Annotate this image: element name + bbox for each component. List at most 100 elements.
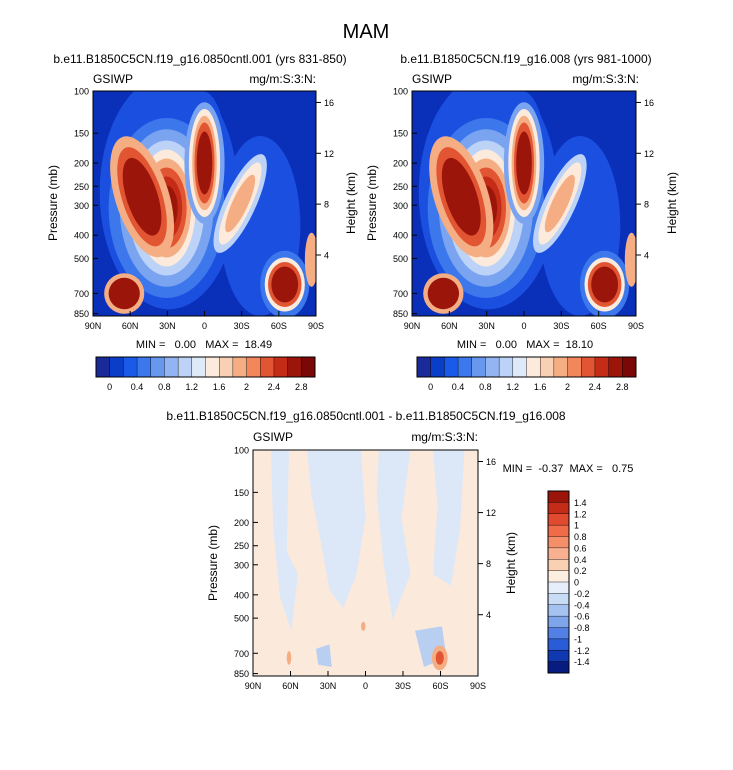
colorbar-swatch: [547, 615, 570, 629]
colorbar-swatch: [232, 356, 248, 378]
panel-1-colorbar: 0 0.4 0.8 1.2 1.6 2 2.4 2.8: [95, 356, 316, 392]
panel-3-left-string: GSIWP: [253, 430, 293, 444]
y-tick-label: 150: [234, 488, 249, 498]
colorbar-swatch: [547, 490, 570, 503]
x-tick-label: 60S: [432, 681, 448, 691]
colorbar-label: 2.4: [589, 382, 602, 392]
panel-3-colorbar: 1.41.2 10.80.6 0.40.2 0-0.2-0.4 -0.6-0.8-1 -1…: [547, 490, 590, 674]
height-tick-label: 8: [486, 559, 491, 569]
colorbar-swatch: [622, 356, 637, 378]
colorbar-label: 0.8: [158, 382, 171, 392]
height-tick-label: 4: [324, 250, 329, 260]
x-tick-label: 30S: [553, 321, 569, 331]
colorbar-swatch: [547, 536, 570, 549]
colorbar-swatch: [485, 356, 500, 378]
colorbar-swatch: [547, 627, 570, 640]
x-tick-label: 60N: [122, 321, 139, 331]
colorbar-label: 0: [107, 382, 112, 392]
y-tick-label: 100: [234, 446, 249, 456]
y-tick-label: 300: [393, 201, 408, 211]
x-tick-label: 60S: [271, 321, 287, 331]
panel-3-title: b.e11.B1850C5CN.f19_g16.0850cntl.001 - b…: [166, 409, 566, 423]
x-tick-label: 90N: [404, 321, 421, 331]
panel-1-y-axis: 100 150 200 250 300 400 500 700 850: [74, 87, 98, 319]
colorbar-label: 1.2: [507, 382, 520, 392]
panel-2-y-axis: 100 150 200 250 300 400 500 700 850: [393, 87, 417, 319]
colorbar-label: 0.4: [574, 555, 587, 565]
y-tick-label: 850: [234, 669, 249, 679]
colorbar-label: -1.4: [574, 657, 590, 667]
colorbar-swatch: [547, 547, 570, 560]
x-tick-label: 60S: [591, 321, 607, 331]
colorbar-swatch: [471, 356, 486, 378]
colorbar-label: 2: [565, 382, 570, 392]
page-title: MAM: [343, 21, 390, 43]
colorbar-swatch: [547, 650, 570, 663]
panel-3-ylabel: Pressure (mb): [206, 525, 220, 601]
colorbar-label: -1: [574, 634, 582, 644]
panel-3-field: [253, 450, 478, 676]
colorbar-label: 0.4: [131, 382, 144, 392]
panel-1-left-string: GSIWP: [93, 72, 133, 86]
colorbar-swatch: [136, 356, 152, 378]
colorbar-label: -0.2: [574, 589, 590, 599]
colorbar-swatch: [430, 356, 445, 378]
colorbar-swatch: [547, 502, 570, 515]
panel-2: b.e11.B1850C5CN.f19_g16.008 (yrs 981-100…: [365, 52, 679, 392]
colorbar-label: 0.8: [479, 382, 492, 392]
colorbar-label: 0.4: [452, 382, 465, 392]
colorbar-frame: [416, 356, 637, 378]
colorbar-label: -0.8: [574, 623, 590, 633]
colorbar-swatch: [273, 356, 289, 378]
colorbar-label: 2.8: [616, 382, 629, 392]
y-tick-label: 250: [74, 182, 89, 192]
colorbar-frame: [95, 356, 316, 378]
x-tick-label: 30N: [159, 321, 176, 331]
x-tick-label: 0: [363, 681, 368, 691]
colorbar-swatch: [553, 356, 569, 378]
x-tick-label: 30S: [234, 321, 250, 331]
panel-1: b.e11.B1850C5CN.f19_g16.0850cntl.001 (yr…: [46, 52, 358, 392]
colorbar-swatch: [547, 638, 570, 651]
colorbar-label: -0.4: [574, 600, 590, 610]
colorbar-swatch: [547, 593, 570, 606]
colorbar-swatch: [301, 356, 316, 378]
y-tick-label: 200: [74, 159, 89, 169]
y-tick-label: 500: [74, 254, 89, 264]
colorbar-label: 0.2: [574, 566, 587, 576]
colorbar-label: 1.6: [213, 382, 226, 392]
y-tick-label: 200: [393, 159, 408, 169]
panel-1-field: [93, 91, 316, 316]
colorbar-swatch: [547, 570, 570, 583]
colorbar-swatch: [416, 356, 432, 378]
x-tick-label: 90S: [308, 321, 324, 331]
panel-3-y-axis: 100 150 200 250 300 400 500 700 850: [234, 446, 258, 679]
colorbar-label: 1.4: [574, 498, 587, 508]
x-tick-label: 30S: [395, 681, 411, 691]
colorbar-swatch: [109, 356, 124, 378]
colorbar-label: 2.4: [268, 382, 281, 392]
panel-2-min-max: MIN = 0.00 MAX = 18.10: [457, 339, 593, 351]
colorbar-swatch: [498, 356, 514, 378]
colorbar-swatch: [457, 356, 473, 378]
height-tick-label: 12: [324, 149, 334, 159]
y-tick-label: 850: [393, 309, 408, 319]
panel-2-ylabel: Pressure (mb): [365, 165, 379, 241]
colorbar-label: 1: [574, 521, 579, 531]
y-tick-label: 500: [234, 614, 249, 624]
panel-1-min-max: MIN = 0.00 MAX = 18.49: [136, 339, 272, 351]
colorbar-swatch: [547, 524, 570, 538]
colorbar-label: 0.8: [574, 532, 587, 542]
colorbar-swatch: [260, 356, 275, 378]
colorbar-label: 1.6: [534, 382, 547, 392]
colorbar-swatch: [95, 356, 111, 378]
colorbar-swatch: [547, 604, 570, 617]
y-tick-label: 850: [74, 309, 89, 319]
panel-2-left-string: GSIWP: [412, 72, 452, 86]
panel-2-colorbar: 0 0.4 0.8 1.2 1.6 2 2.4 2.8: [416, 356, 637, 392]
y-tick-label: 500: [393, 254, 408, 264]
y-tick-label: 250: [234, 541, 249, 551]
panel-2-ylabel-right: Height (km): [665, 172, 679, 234]
panel-2-title: b.e11.B1850C5CN.f19_g16.008 (yrs 981-100…: [400, 52, 651, 66]
colorbar-swatch: [539, 356, 555, 378]
